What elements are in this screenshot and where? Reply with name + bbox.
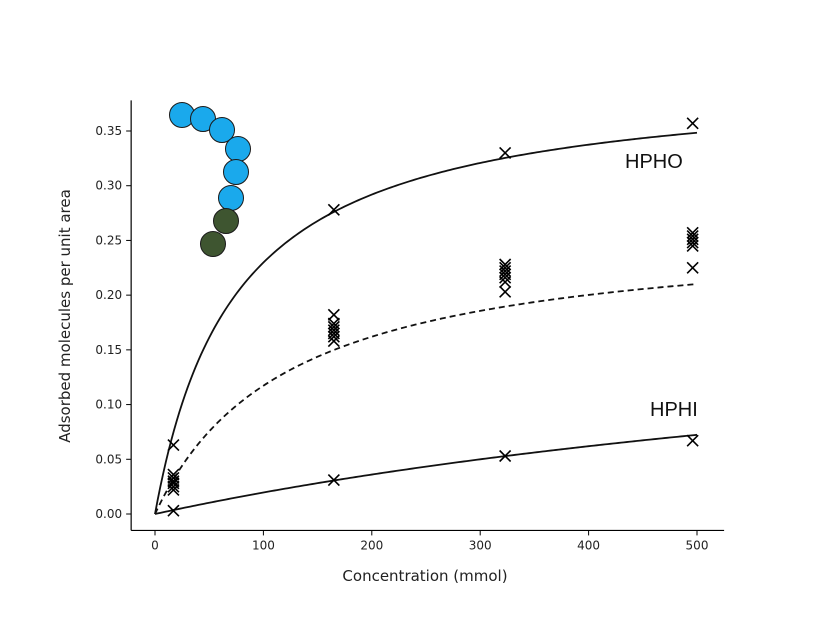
y-axis-label: Adsorbed molecules per unit area [56, 189, 74, 443]
data-point [686, 117, 699, 130]
data-point [686, 434, 699, 447]
data-point [327, 317, 340, 330]
data-point [167, 504, 180, 517]
data-point [327, 474, 340, 487]
axes: 0 100 200 300 400 500 0.00 0.05 0.10 0.15 0.20 0.25… [95, 100, 725, 552]
data-point [167, 438, 180, 452]
hphi-annotation: HPHI [650, 399, 698, 421]
y-tick-label: 0.00 [95, 507, 122, 521]
fit-curves [154, 131, 698, 515]
y-tick-label: 0.10 [95, 398, 122, 412]
y-tick-label: 0.15 [95, 343, 122, 357]
x-tick-label: 300 [469, 538, 492, 552]
data-point [327, 308, 340, 321]
hydrophobic-bead [225, 136, 251, 162]
y-tick-label: 0.30 [95, 179, 122, 193]
x-axis-label: Concentration (mmol) [342, 567, 507, 585]
data-point [327, 320, 340, 333]
hydrophilic-bead [213, 208, 239, 234]
hydrophilic-bead [200, 231, 226, 257]
fit-curve-0 [154, 131, 698, 515]
y-tick-label: 0.05 [95, 452, 122, 466]
data-markers [167, 117, 699, 517]
hpho-annotation: HPHO [625, 151, 683, 173]
x-tick-label: 0 [151, 538, 159, 552]
data-point [167, 471, 180, 484]
y-tick-label: 0.35 [95, 124, 122, 138]
hydrophobic-bead [218, 185, 244, 211]
y-tick-label: 0.25 [95, 233, 122, 247]
data-point [499, 258, 512, 271]
hydrophobic-bead [223, 159, 249, 185]
y-tick-label: 0.20 [95, 288, 122, 302]
data-point [686, 226, 699, 239]
data-point [499, 261, 512, 274]
data-point [499, 285, 512, 298]
x-tick-label: 400 [577, 538, 600, 552]
x-tick-label: 500 [686, 538, 709, 552]
hydrophobic-bead [209, 117, 235, 143]
fit-curve-1 [154, 283, 698, 515]
data-point [499, 146, 512, 159]
x-tick-label: 100 [252, 538, 275, 552]
data-point [167, 477, 180, 490]
data-point [167, 480, 180, 493]
data-point [686, 229, 699, 243]
molecule-illustration [169, 102, 251, 257]
data-point [327, 203, 340, 216]
fit-curve-2 [154, 433, 698, 515]
data-point [686, 261, 699, 274]
x-tick-label: 200 [360, 538, 383, 552]
data-point [167, 468, 180, 481]
data-point [499, 449, 512, 463]
